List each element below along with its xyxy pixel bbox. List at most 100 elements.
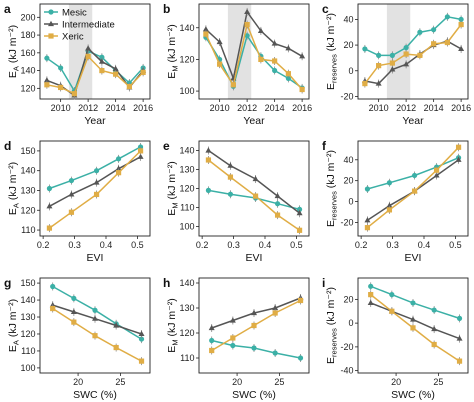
data-point bbox=[431, 41, 437, 47]
series-xeric bbox=[46, 146, 144, 233]
data-point bbox=[43, 77, 50, 83]
series-intermediate bbox=[205, 146, 303, 218]
x-tick-label: 25 bbox=[433, 377, 443, 387]
data-point bbox=[251, 309, 257, 316]
data-point bbox=[208, 324, 215, 331]
data-point bbox=[296, 210, 303, 216]
series-xeric bbox=[362, 20, 464, 88]
data-point bbox=[68, 177, 75, 184]
data-point bbox=[138, 330, 145, 337]
plot-frame bbox=[198, 3, 310, 100]
data-point bbox=[85, 53, 91, 59]
data-point bbox=[138, 336, 145, 342]
data-point bbox=[272, 350, 278, 356]
legend-label: Mesic bbox=[62, 7, 87, 18]
series-mesic bbox=[46, 142, 144, 193]
x-tick-label: 20 bbox=[73, 377, 83, 387]
x-tick-label: 2012 bbox=[78, 103, 98, 113]
y-tick-label: 140 bbox=[179, 278, 194, 288]
y-tick-label: 140 bbox=[179, 146, 194, 156]
data-point bbox=[48, 20, 54, 27]
x-tick-label: 2016 bbox=[133, 103, 153, 113]
data-point bbox=[389, 308, 395, 314]
data-point bbox=[411, 172, 418, 179]
data-point bbox=[444, 39, 450, 46]
x-tick-label: 2012 bbox=[237, 103, 257, 113]
data-point bbox=[285, 71, 291, 77]
plot-frame bbox=[357, 140, 469, 237]
data-point bbox=[444, 14, 450, 20]
data-point bbox=[456, 335, 463, 341]
series-line bbox=[205, 10, 303, 82]
data-point bbox=[376, 52, 382, 58]
data-point bbox=[417, 29, 423, 35]
data-point bbox=[433, 172, 440, 178]
data-point bbox=[258, 56, 264, 63]
x-axis-label: EVI bbox=[405, 252, 422, 264]
y-tick-label: 120 bbox=[179, 328, 194, 338]
y-tick-label: 200 bbox=[20, 12, 35, 22]
data-point bbox=[85, 45, 92, 51]
data-point bbox=[209, 347, 215, 354]
y-tick-label: 180 bbox=[20, 30, 35, 40]
y-axis-label: EM (kJ m⁻²) bbox=[166, 161, 180, 215]
data-point bbox=[68, 191, 75, 197]
data-point bbox=[48, 9, 54, 15]
y-tick-label: 120 bbox=[20, 205, 35, 215]
y-axis-label: EA (kJ m⁻²) bbox=[7, 299, 21, 352]
plot-frame bbox=[39, 277, 151, 374]
panel-i: -40 -20 0 20 20 25 SWC (%) Ereserves (kJ m⁻²)i bbox=[322, 276, 469, 401]
data-point bbox=[431, 325, 438, 332]
data-point bbox=[368, 292, 374, 298]
series-xeric bbox=[203, 20, 305, 94]
x-axis-label: EVI bbox=[87, 252, 104, 264]
data-point bbox=[244, 21, 250, 28]
y-axis-label: EM (kJ m⁻²) bbox=[166, 298, 180, 352]
data-point bbox=[112, 65, 119, 71]
data-point bbox=[403, 61, 410, 67]
data-point bbox=[244, 8, 251, 14]
series-xeric bbox=[209, 296, 304, 355]
y-tick-label: 110 bbox=[21, 225, 35, 235]
series-intermediate bbox=[367, 298, 463, 343]
x-axis-label: Year bbox=[402, 115, 424, 127]
y-tick-label: -40 bbox=[340, 366, 353, 376]
y-tick-label: 110 bbox=[21, 346, 35, 356]
x-tick-label: 2016 bbox=[292, 103, 312, 113]
data-point bbox=[93, 168, 100, 174]
x-tick-label: 2014 bbox=[265, 103, 285, 113]
series-xeric bbox=[368, 290, 463, 366]
legend-label: Xeric bbox=[62, 31, 84, 42]
data-point bbox=[368, 283, 374, 289]
x-tick-label: 0.5 bbox=[290, 240, 303, 250]
data-point bbox=[272, 310, 278, 316]
data-point bbox=[257, 27, 264, 33]
x-tick-label: 20 bbox=[391, 377, 401, 387]
data-point bbox=[458, 45, 465, 52]
series-xeric bbox=[364, 143, 462, 232]
y-axis-label: Ereserves (kJ m⁻²) bbox=[325, 150, 339, 227]
shaded-period bbox=[68, 4, 93, 99]
panel-letter: d bbox=[4, 139, 11, 153]
y-tick-label: 130 bbox=[20, 312, 35, 322]
data-point bbox=[140, 69, 146, 75]
x-axis-label: Year bbox=[243, 115, 265, 127]
data-point bbox=[227, 162, 234, 168]
data-point bbox=[46, 185, 53, 192]
y-axis-label: EM (kJ m⁻²) bbox=[166, 24, 180, 78]
panel-g: 100 110 120 130 140 150 20 25 SWC (%) EA (kJ m⁻²)… bbox=[4, 276, 151, 401]
data-point bbox=[230, 82, 236, 88]
y-tick-label: 40 bbox=[343, 14, 353, 24]
data-point bbox=[251, 345, 257, 351]
data-point bbox=[433, 167, 440, 173]
data-point bbox=[431, 341, 437, 348]
x-axis-label: SWC (%) bbox=[73, 389, 117, 401]
data-point bbox=[403, 51, 409, 57]
panel-letter: b bbox=[163, 2, 170, 16]
x-axis-label: EVI bbox=[246, 252, 263, 264]
data-point bbox=[244, 33, 250, 39]
y-axis-label: EA (kJ m⁻²) bbox=[7, 25, 21, 78]
y-tick-label: 100 bbox=[179, 86, 194, 96]
